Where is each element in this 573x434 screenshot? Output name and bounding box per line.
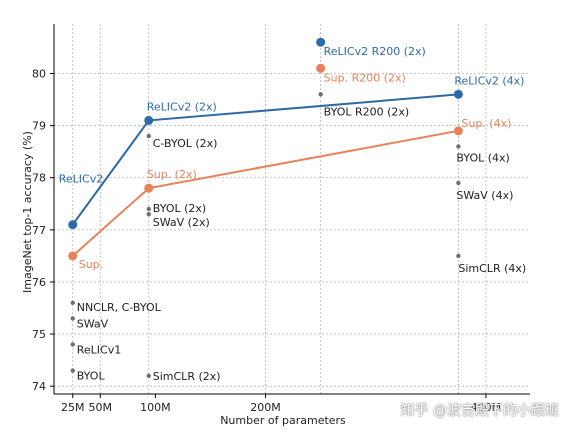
data-label: ReLICv2 (59, 173, 103, 186)
baseline-point (146, 133, 151, 139)
baseline-label: SWaV (2x) (153, 216, 210, 229)
baseline-point (70, 342, 75, 347)
x-tick-label: 25M (61, 401, 85, 414)
x-tick-label: 100M (140, 401, 171, 414)
baseline-label: NNCLR, C-BYOL (77, 301, 162, 314)
baseline-label: SimCLR (2x) (153, 370, 221, 383)
y-tick-label: 78 (32, 172, 46, 185)
data-points (68, 37, 463, 378)
data-label: ReLICv2 (2x) (147, 100, 217, 113)
axes: 74 75 76 77 78 79 80 25M 50M 100M 200M 400M (32, 24, 530, 414)
baseline-label: ReLICv1 (77, 343, 121, 356)
baseline-label: BYOL R200 (2x) (324, 105, 410, 118)
data-point (316, 63, 326, 73)
baseline-label: SWaV (4x) (456, 189, 513, 202)
x-tick-label: 50M (89, 401, 113, 414)
data-label: Sup. (4x) (461, 117, 511, 130)
data-point (68, 251, 78, 261)
y-tick-label: 74 (32, 380, 46, 393)
baseline-label: SimCLR (4x) (458, 262, 526, 275)
grid-lines (54, 24, 530, 394)
baseline-label: SWaV (77, 317, 109, 330)
data-point (144, 183, 154, 193)
y-tick-label: 80 (32, 68, 46, 81)
baseline-point (146, 212, 151, 217)
data-point (68, 220, 78, 230)
x-tick-label: 400M (471, 401, 502, 414)
data-label: Sup. R200 (2x) (324, 71, 406, 84)
data-point (453, 126, 463, 136)
baseline-point (146, 206, 151, 212)
baseline-point (456, 180, 461, 186)
baseline-point (146, 373, 151, 378)
point-labels: ReLICv2 ReLICv2 (2x) ReLICv2 R200 (2x) ReLI… (59, 45, 526, 383)
baseline-label: BYOL (77, 370, 106, 383)
data-point (453, 89, 463, 99)
baseline-point (456, 253, 461, 259)
watermark: 知乎 @波吉殿下的小跟班 (400, 403, 559, 419)
baseline-point (70, 316, 75, 321)
y-tick-label: 79 (32, 120, 46, 133)
y-tick-label: 76 (32, 276, 46, 289)
y-axis-label: ImageNet top-1 accuracy (%) (21, 131, 34, 293)
baseline-label: BYOL (4x) (456, 151, 509, 164)
baseline-label: BYOL (2x) (153, 202, 206, 215)
baseline-label: C-BYOL (2x) (153, 137, 218, 150)
baseline-point (70, 300, 75, 306)
series-lines (71, 93, 459, 257)
baseline-point (456, 144, 461, 149)
x-axis-label: Number of parameters (220, 414, 346, 427)
baseline-point (318, 92, 323, 97)
x-tick-label: 200M (250, 401, 281, 414)
data-point (316, 37, 326, 47)
baseline-point (70, 368, 75, 373)
data-label: ReLICv2 (4x) (454, 74, 524, 87)
y-tick-label: 75 (32, 328, 46, 341)
data-label: ReLICv2 R200 (2x) (324, 45, 426, 58)
data-label: Sup. (79, 258, 103, 271)
data-label: Sup. (2x) (147, 168, 197, 181)
data-point (144, 115, 154, 125)
y-tick-label: 77 (32, 224, 46, 237)
